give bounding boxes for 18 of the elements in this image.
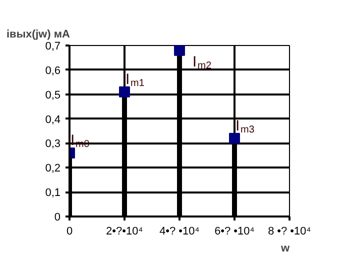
x-tick-label: 4•? •10⁴ [160, 226, 200, 238]
point [174, 46, 185, 56]
y-tick-label: 0,7 [45, 40, 61, 52]
y-tick-label: 0,1 [45, 187, 61, 200]
y-tick-label: 0,2 [45, 162, 61, 175]
x-tick-label: 0 [66, 226, 73, 238]
x-axis-title: w [280, 242, 290, 254]
y-tick-label: 0,3 [45, 138, 61, 150]
point [229, 132, 240, 144]
y-tick-label: 0,4 [45, 114, 61, 126]
x-tick-label: 2•?•10⁴ [106, 226, 144, 238]
y-tick-label: 0,6 [45, 64, 61, 77]
x-tick-label: 8 •? •10⁴ [268, 226, 312, 238]
point [119, 86, 130, 98]
y-tick-label: 0,5 [45, 89, 61, 102]
x-tick-label: 6•? •10⁴ [214, 226, 255, 238]
y-tick-label: 0 [54, 212, 61, 224]
y-axis-title: iвых(jw) мА [6, 28, 70, 40]
